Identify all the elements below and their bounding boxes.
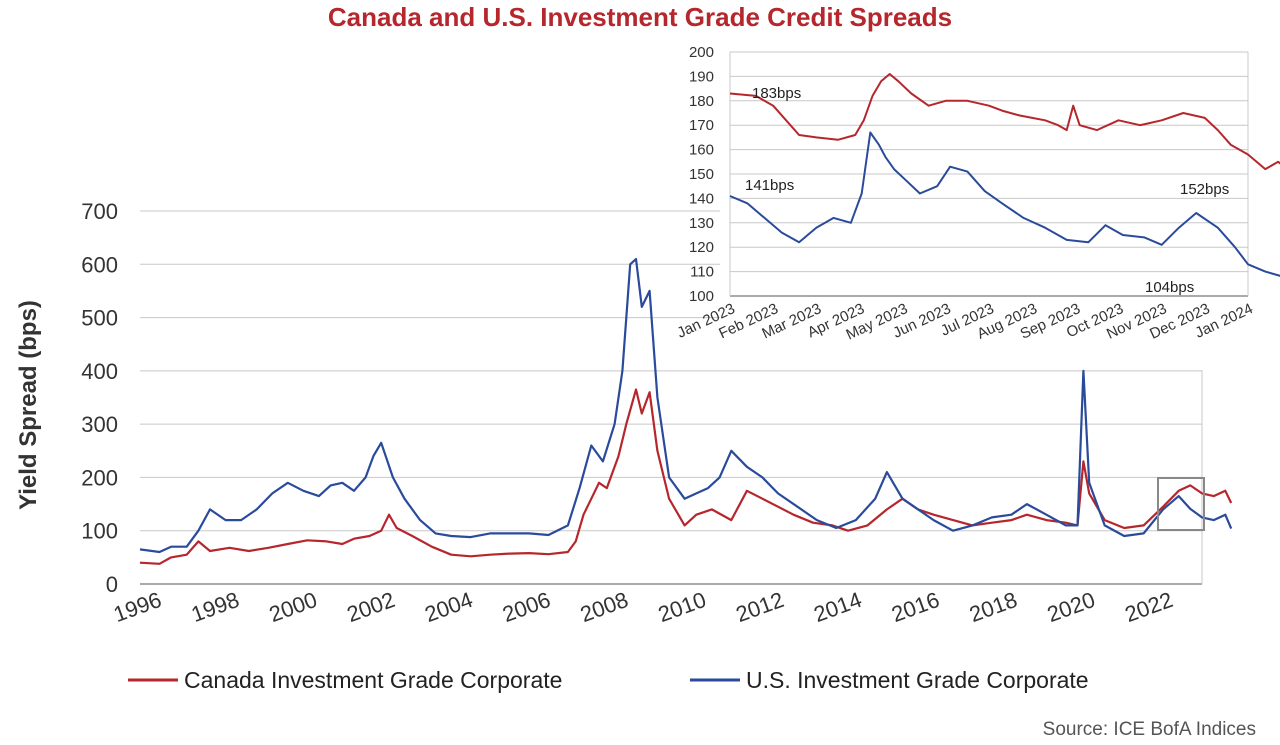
inset-series-line-us: [729, 131, 1280, 277]
main-y-tick-label: 600: [81, 252, 118, 277]
main-x-tick-label: 2016: [888, 587, 943, 627]
source-note: Source: ICE BofA Indices: [1043, 719, 1256, 740]
inset-y-tick-label: 160: [689, 142, 714, 159]
annotation-canada-start: 183bps: [752, 85, 801, 102]
legend-label-us: U.S. Investment Grade Corporate: [746, 667, 1089, 693]
annotation-canada-end: 152bps: [1180, 181, 1229, 198]
main-x-tick-label: 1996: [110, 587, 165, 627]
inset-y-tick-label: 100: [689, 288, 714, 305]
y-axis-label: Yield Spread (bps): [15, 300, 42, 510]
chart-title: Canada and U.S. Investment Grade Credit …: [328, 2, 952, 32]
main-series-lines: [139, 257, 1233, 565]
inset-y-tick-label: 170: [689, 117, 714, 134]
main-y-tick-label: 500: [81, 306, 118, 331]
inset-y-tick-label: 200: [689, 44, 714, 61]
main-x-tick-label: 2008: [577, 587, 632, 627]
main-series-line-us: [139, 257, 1233, 554]
main-x-tick-label: 2010: [655, 587, 710, 627]
zoom-highlight-box: [1157, 477, 1205, 531]
inset-y-tick-label: 120: [689, 239, 714, 256]
inset-gridlines: [729, 51, 1249, 297]
main-y-tick-label: 100: [81, 519, 118, 544]
main-x-tick-label: 2002: [344, 587, 399, 627]
annotation-us-end: 104bps: [1145, 279, 1194, 296]
inset-y-tick-label: 150: [689, 166, 714, 183]
main-y-tick-label: 0: [106, 572, 118, 597]
inset-y-tick-label: 180: [689, 93, 714, 110]
main-gridlines: [140, 210, 1203, 585]
inset-background: [720, 40, 1260, 360]
main-x-tick-label: 2004: [421, 587, 476, 627]
main-x-tick-label: 2022: [1122, 587, 1177, 627]
main-y-tick-label: 200: [81, 465, 118, 490]
main-y-tick-label: 300: [81, 412, 118, 437]
main-y-tick-label: 400: [81, 359, 118, 384]
main-x-tick-label: 2006: [499, 587, 554, 627]
main-x-tick-label: 2014: [810, 587, 865, 627]
main-x-tick-label: 1998: [188, 587, 243, 627]
main-series-line-canada: [139, 388, 1233, 565]
main-y-tick-labels: 0 100 200 300 400 500 600 700: [81, 199, 118, 597]
main-x-tick-label: 2012: [733, 587, 788, 627]
main-x-tick-label: 2020: [1044, 587, 1099, 627]
annotation-us-start: 141bps: [745, 177, 794, 194]
inset-y-tick-label: 110: [690, 264, 714, 281]
main-y-tick-label: 700: [81, 199, 118, 224]
legend-label-canada: Canada Investment Grade Corporate: [184, 667, 562, 693]
inset-y-tick-label: 130: [689, 215, 714, 232]
inset-y-tick-label: 190: [689, 68, 714, 85]
inset-y-tick-labels: 100 110 120 130 140 150 160 170 180 190 200: [689, 44, 714, 305]
inset-series-lines: [729, 73, 1280, 277]
main-x-tick-label: 2000: [266, 587, 321, 627]
inset-series-line-canada: [729, 73, 1280, 171]
main-x-tick-labels: 1996 1998 2000 2002 2004 2006 2008 2010 2012 2014…: [110, 587, 1176, 627]
inset-y-tick-label: 140: [689, 190, 714, 207]
main-x-tick-label: 2018: [966, 587, 1021, 627]
